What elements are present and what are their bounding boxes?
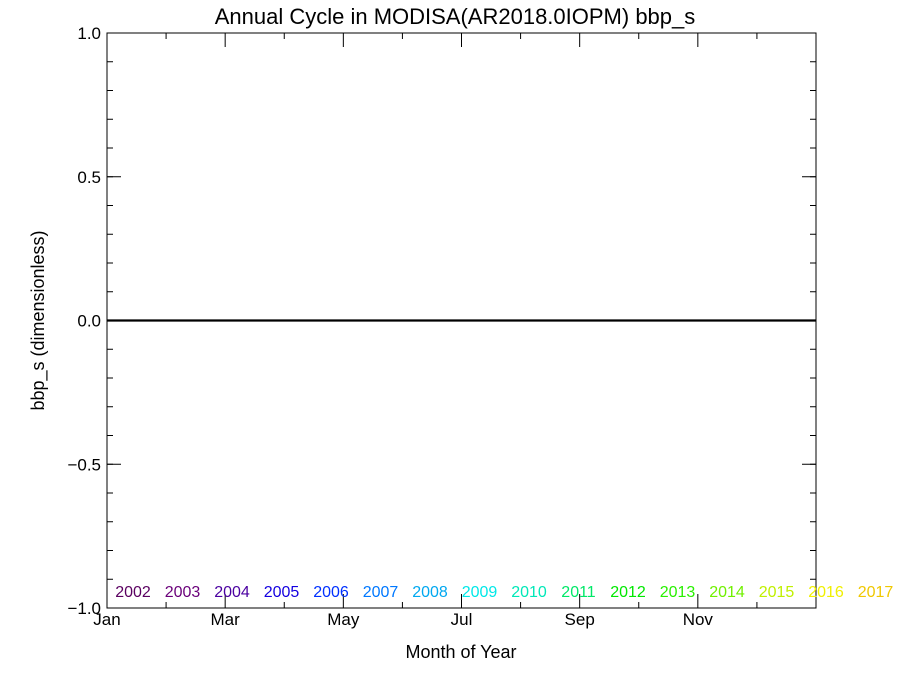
- legend-entry: 2007: [363, 584, 399, 601]
- x-tick-label: Jan: [93, 610, 120, 629]
- y-tick-label: 0.5: [77, 168, 101, 187]
- legend-entry: 2015: [759, 584, 795, 601]
- legend-entry: 2013: [660, 584, 696, 601]
- y-tick-label: −1.0: [67, 599, 101, 618]
- y-tick-label: 1.0: [77, 24, 101, 43]
- y-axis-label: bbp_s (dimensionless): [28, 230, 49, 410]
- x-tick-label: May: [327, 610, 360, 629]
- y-tick-label: −0.5: [67, 455, 101, 474]
- x-tick-label: Jul: [451, 610, 473, 629]
- chart-title: Annual Cycle in MODISA(AR2018.0IOPM) bbp…: [215, 4, 696, 29]
- x-axis-label: Month of Year: [405, 642, 516, 662]
- legend-entry: 2008: [412, 584, 448, 601]
- legend-entry: 2002: [115, 584, 151, 601]
- legend-entry: 2012: [610, 584, 646, 601]
- legend-entry: 2004: [214, 584, 250, 601]
- legend-entry: 2014: [709, 584, 745, 601]
- y-tick-label: 0.0: [77, 312, 101, 331]
- legend-entry: 2010: [511, 584, 547, 601]
- legend-entry: 2016: [808, 584, 844, 601]
- x-tick-label: Mar: [211, 610, 241, 629]
- legend-entry: 2005: [264, 584, 300, 601]
- legend-entry: 2017: [858, 584, 894, 601]
- x-tick-label: Nov: [683, 610, 714, 629]
- legend-entry: 2011: [561, 584, 596, 601]
- legend-entry: 2009: [462, 584, 498, 601]
- legend-entry: 2003: [165, 584, 201, 601]
- legend-entry: 2006: [313, 584, 349, 601]
- x-tick-label: Sep: [565, 610, 595, 629]
